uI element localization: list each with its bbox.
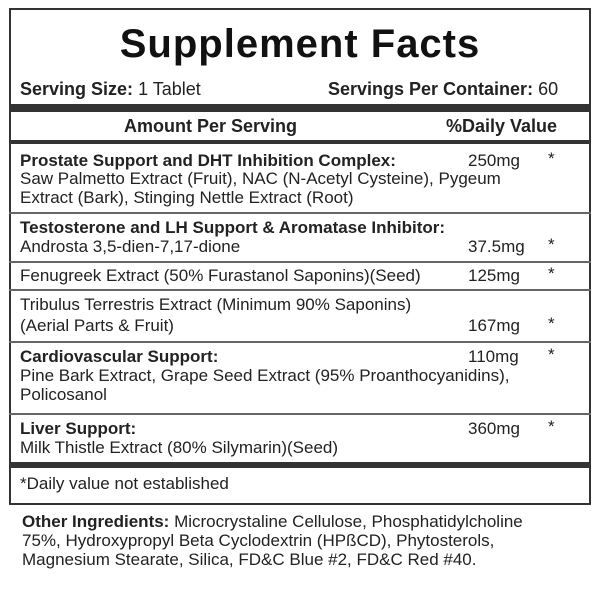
row-line: Policosanol [20, 385, 107, 404]
other-ingredients-line: 75%, Hydroxypropyl Beta Cyclodextrin (HP… [22, 531, 495, 550]
row-amount: 250mg [468, 151, 520, 170]
servings-value: 60 [538, 79, 559, 99]
header-amount: Amount Per Serving [124, 116, 298, 136]
row-amount: 37.5mg [468, 237, 525, 256]
row-amount: 110mg [468, 347, 519, 366]
other-ingredients-line: Microcrystaline Cellulose, Phosphatidylc… [169, 512, 523, 531]
row-line: Tribulus Terrestris Extract (Minimum 90%… [20, 295, 412, 314]
serving-size: Serving Size: 1 Tablet [20, 80, 201, 99]
serving-size-value: 1 Tablet [138, 79, 201, 99]
divider [9, 289, 591, 291]
servings-per-container: Servings Per Container: 60 [328, 80, 558, 99]
divider [9, 341, 591, 343]
divider-thick [9, 104, 591, 112]
row-title: Cardiovascular Support: [20, 347, 219, 366]
divider [9, 140, 591, 144]
servings-label: Servings Per Container: [328, 79, 534, 99]
row-line: Androsta 3,5-dien-7,17-dione [20, 237, 241, 256]
row-dv: * [548, 235, 555, 254]
row-dv: * [548, 264, 555, 283]
row-line: Extract (Bark), Stinging Nettle Extract … [20, 188, 354, 207]
row-title: Liver Support: [20, 419, 137, 438]
row-line: (Aerial Parts & Fruit) [20, 316, 174, 335]
footnote: *Daily value not established [20, 474, 229, 493]
other-ingredients-line: Magnesium Stearate, Silica, FD&C Blue #2… [22, 550, 477, 569]
row-amount: 167mg [468, 316, 520, 335]
divider [9, 261, 591, 263]
header-daily-value: %Daily Value [446, 116, 558, 136]
row-dv: * [548, 149, 555, 168]
panel-title: Supplement Facts [119, 22, 481, 66]
serving-size-label: Serving Size: [20, 79, 134, 99]
row-title: Prostate Support and DHT Inhibition Comp… [20, 151, 396, 170]
divider [9, 413, 591, 415]
row-dv: * [548, 314, 555, 333]
row-line: Milk Thistle Extract (80% Silymarin)(See… [20, 438, 339, 457]
row-amount: 125mg [468, 266, 520, 285]
other-ingredients: Other Ingredients: Microcrystaline Cellu… [22, 512, 523, 531]
row-amount: 360mg [468, 419, 520, 438]
row-line: Pine Bark Extract, Grape Seed Extract (9… [20, 366, 510, 385]
facts-panel [9, 8, 591, 505]
row-line: Saw Palmetto Extract (Fruit), NAC (N-Ace… [20, 169, 501, 188]
row-dv: * [548, 417, 555, 436]
row-dv: * [548, 345, 555, 364]
row-line: Fenugreek Extract (50% Furastanol Saponi… [20, 266, 421, 285]
divider [9, 212, 591, 214]
divider-thick [9, 462, 591, 468]
other-ingredients-label: Other Ingredients: [22, 512, 170, 531]
row-title: Testosterone and LH Support & Aromatase … [20, 218, 446, 237]
